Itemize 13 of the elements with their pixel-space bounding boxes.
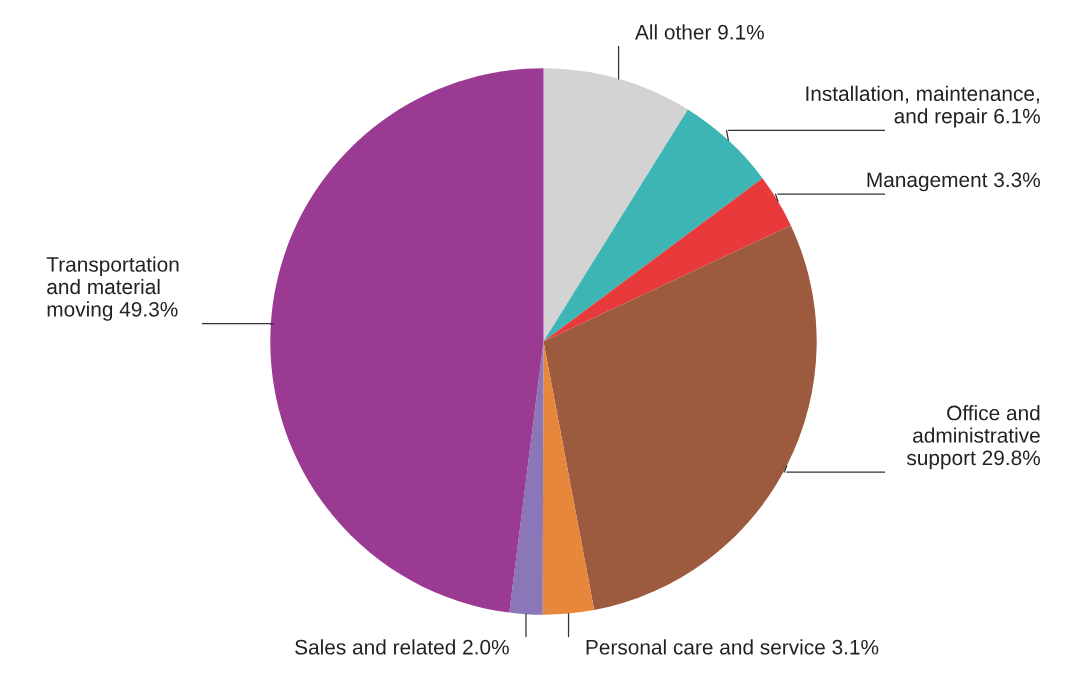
pie-slice bbox=[543, 178, 791, 342]
slice-label: Sales and related 2.0% bbox=[295, 639, 509, 655]
slice-label: Management 3.3% bbox=[867, 172, 1040, 192]
slice-label: All other 9.1% bbox=[635, 24, 764, 40]
slice-label: Installation, maintenance, and repair 6.1% bbox=[806, 85, 1040, 128]
pie-slice bbox=[542, 341, 595, 615]
pie-slice bbox=[543, 109, 763, 342]
pie-slice bbox=[543, 68, 688, 342]
pie-slice bbox=[270, 68, 544, 613]
slice-label: Transportation and material moving 49.3% bbox=[46, 256, 179, 321]
slice-label: Office and administrative support 29.8% bbox=[906, 405, 1040, 470]
slice-label: Personal care and service 3.1% bbox=[586, 639, 879, 655]
pie-slice bbox=[543, 225, 817, 610]
